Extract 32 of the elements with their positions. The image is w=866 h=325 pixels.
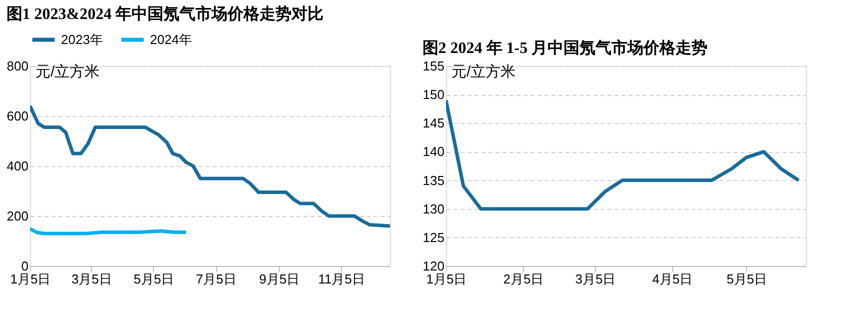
y-tick-label: 135 <box>422 172 444 188</box>
x-tick-label: 9月5日 <box>259 272 300 286</box>
y-tick-label: 800 <box>6 58 28 74</box>
y-tick-label: 125 <box>422 230 444 245</box>
y-tick-label: 130 <box>422 201 444 216</box>
chart-title: 图2 2024 年 1-5 月中国氖气市场价格走势 <box>422 39 708 57</box>
y-tick-label: 155 <box>422 58 444 74</box>
x-tick-label: 7月5日 <box>196 272 236 286</box>
x-tick-label: 4月5日 <box>652 272 693 286</box>
legend-label: 2023年 <box>61 32 103 47</box>
x-tick-label: 1月5日 <box>426 272 467 286</box>
x-tick-label: 5月5日 <box>726 272 768 286</box>
y-axis-title: 元/立方米 <box>452 64 516 80</box>
y-tick-label: 0 <box>21 258 28 274</box>
x-tick-label: 2月5日 <box>503 272 544 286</box>
y-tick-label: 150 <box>422 87 444 102</box>
chart-title: 图1 2023&2024 年中国氖气市场价格走势对比 <box>6 5 324 23</box>
y-tick-label: 400 <box>6 158 28 174</box>
x-tick-label: 3月5日 <box>71 272 112 286</box>
y-tick-label: 200 <box>6 208 28 224</box>
y-tick-label: 120 <box>422 258 444 274</box>
x-tick-label: 11月5日 <box>318 272 365 286</box>
line-series <box>30 104 390 228</box>
y-axis-title: 元/立方米 <box>36 64 100 80</box>
y-tick-label: 145 <box>422 116 444 131</box>
x-tick-label: 1月5日 <box>10 272 51 286</box>
x-tick-label: 5月5日 <box>134 272 174 286</box>
x-tick-label: 3月5日 <box>575 272 616 286</box>
y-tick-label: 140 <box>422 144 444 160</box>
legend-label: 2024年 <box>150 32 192 47</box>
y-tick-label: 600 <box>6 108 28 124</box>
line-series <box>446 98 800 211</box>
